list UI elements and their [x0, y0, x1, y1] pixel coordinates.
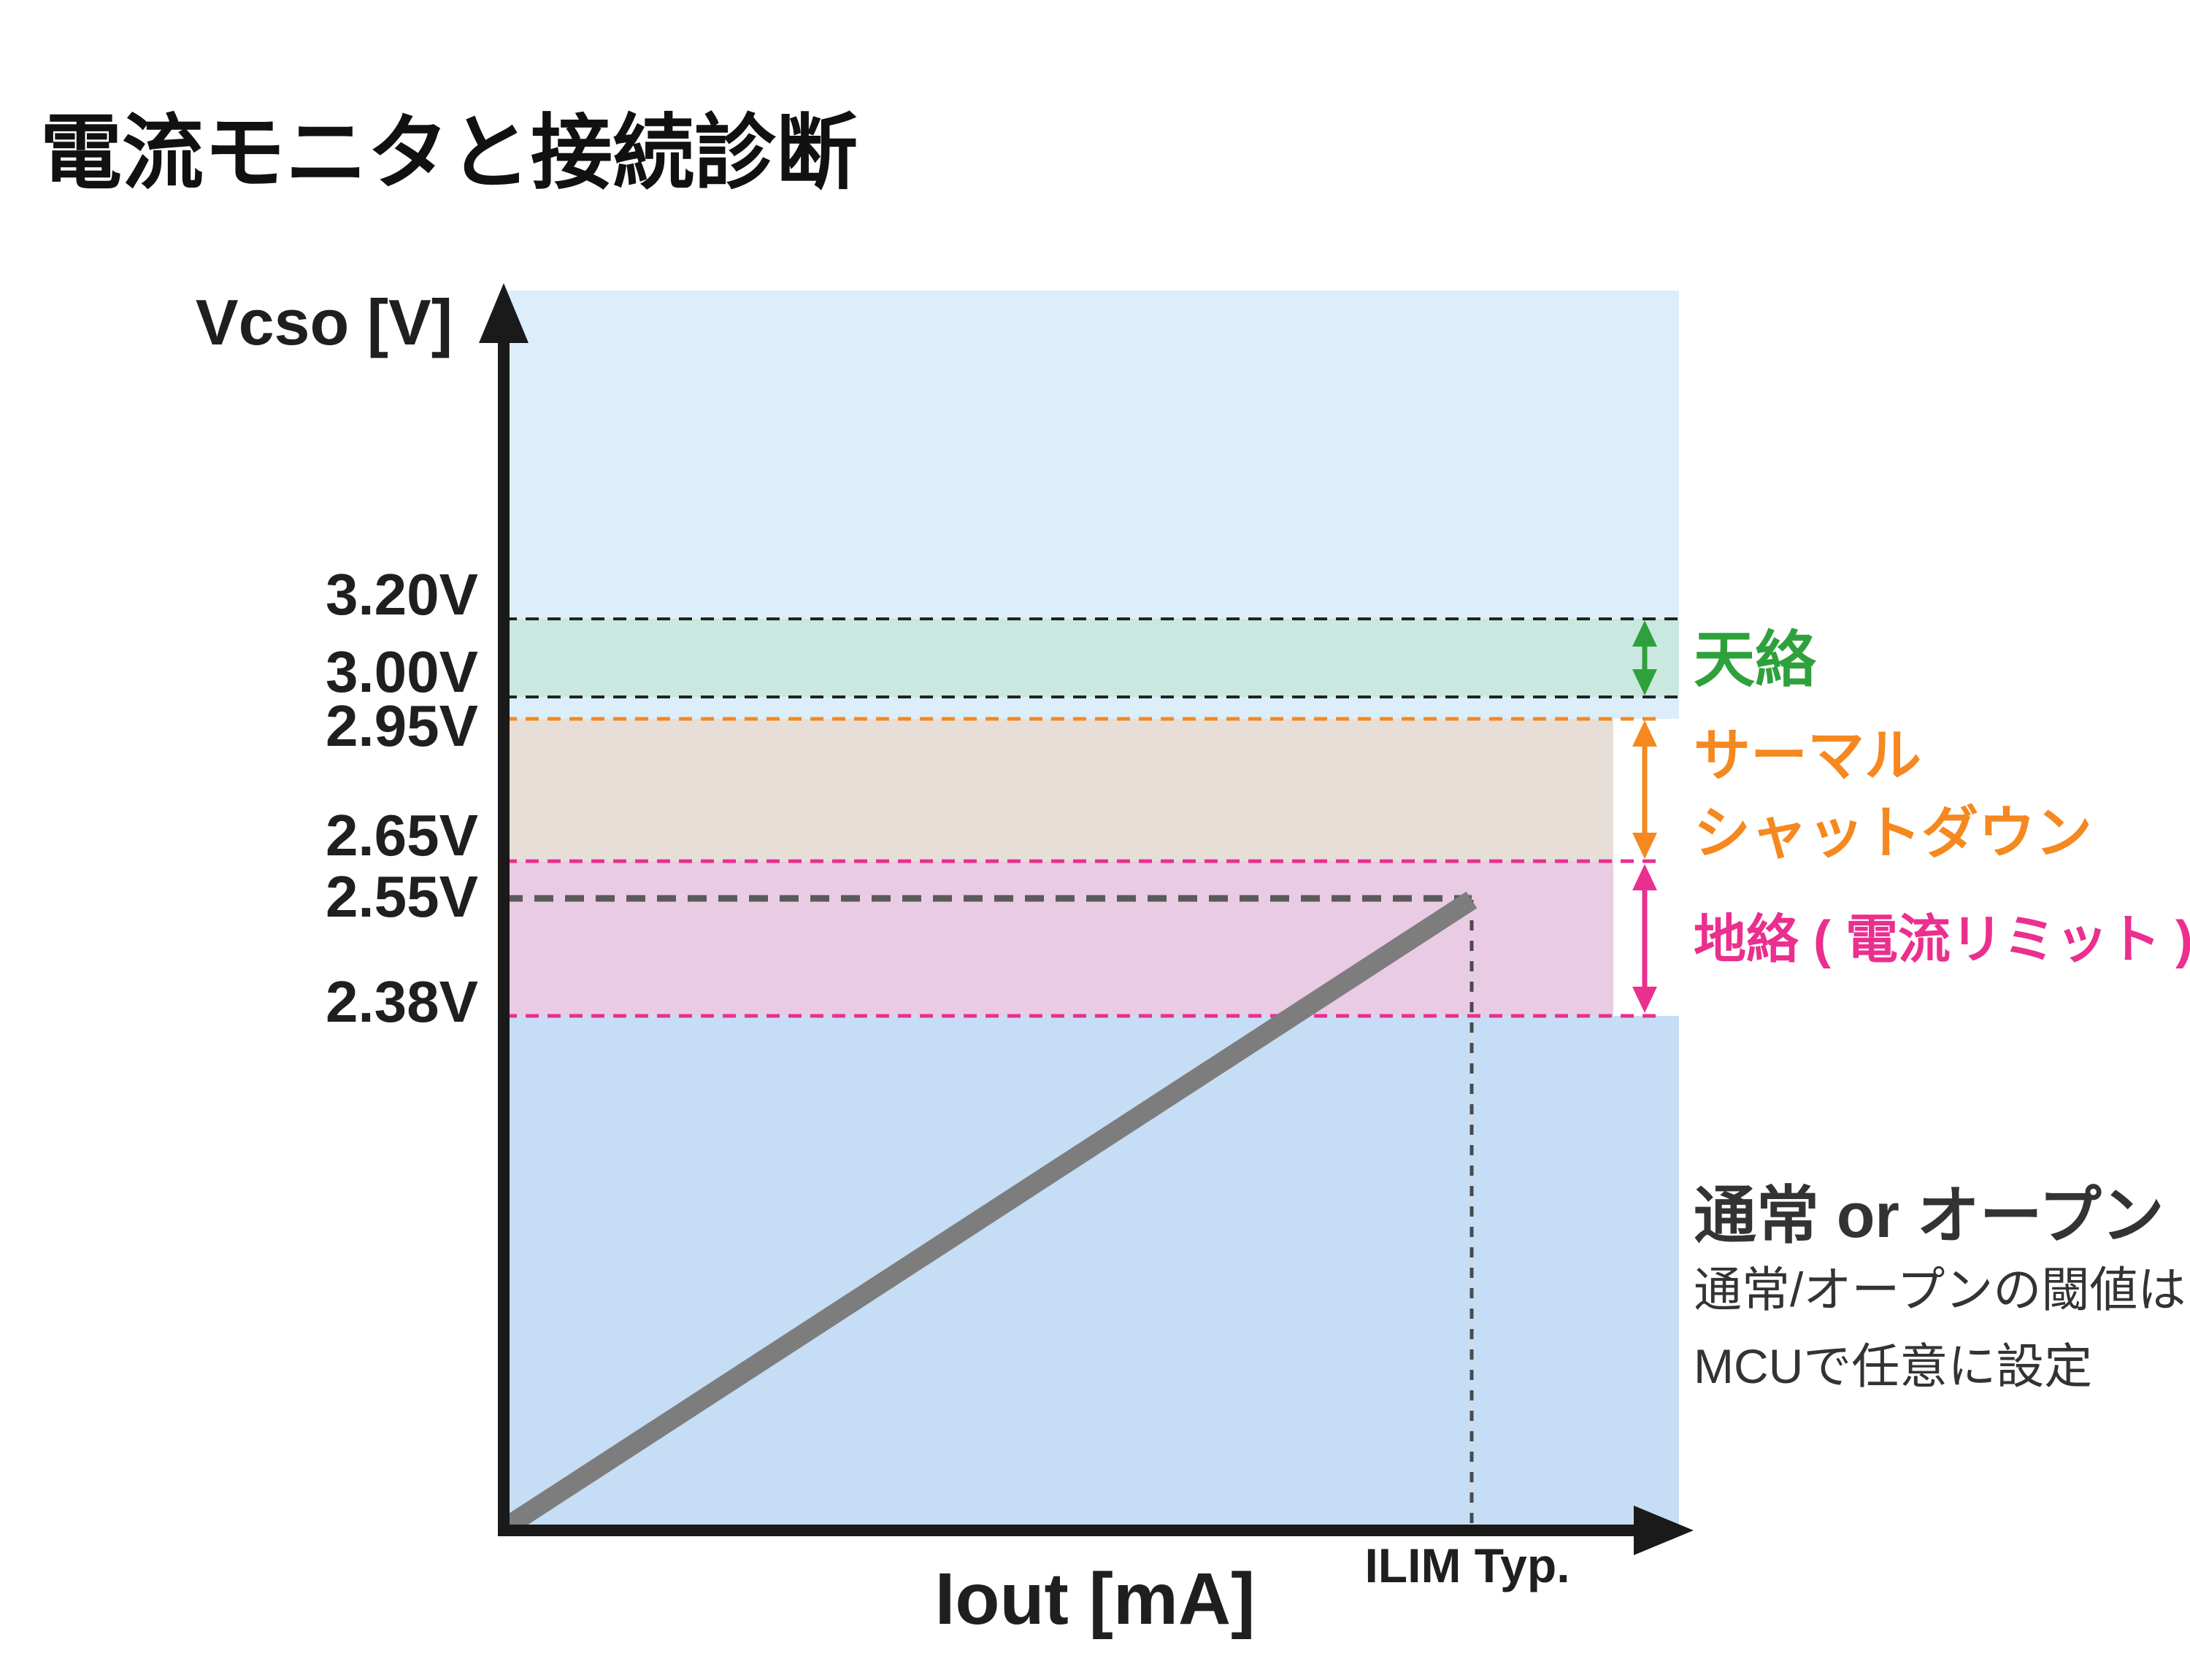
band-top-light-blue [504, 290, 1679, 619]
band-ceiling-fault [504, 619, 1679, 697]
label-thermal-line1: サーマル [1694, 723, 1921, 787]
label-ceiling-fault: 天絡 [1694, 625, 1817, 694]
y-tick-3-20v: 3.20V [326, 562, 478, 627]
label-ground-fault: 地絡 ( 電流リミット ) [1694, 911, 2190, 969]
label-normal-or-open: 通常 or オープン [1694, 1181, 2164, 1251]
y-axis-arrowhead-icon [479, 283, 529, 343]
y-tick-3-00v: 3.00V [326, 639, 478, 704]
page-title: 電流モニタと接続診断 [40, 107, 858, 199]
band-ground-fault [504, 861, 1613, 1016]
range-arrow-ground-fault-bottom-icon [1632, 987, 1657, 1013]
band-normal-region [504, 1016, 1679, 1530]
range-arrow-thermal-bottom-icon [1632, 833, 1657, 859]
band-sliver-light-blue [504, 697, 1679, 719]
range-arrow-ceiling-fault-bottom-icon [1632, 669, 1657, 695]
x-axis-label: Iout [mA] [935, 1558, 1256, 1640]
label-normal-sub1: 通常/オープンの閾値は [1694, 1263, 2186, 1317]
band-thermal-shutdown [504, 719, 1613, 861]
label-normal-sub2: MCUで任意に設定 [1694, 1339, 2092, 1393]
range-arrow-ground-fault-top-icon [1632, 864, 1657, 890]
y-axis-label: Vcso [V] [196, 286, 453, 358]
range-arrow-thermal-top-icon [1632, 720, 1657, 747]
y-tick-2-38v: 2.38V [326, 969, 478, 1034]
x-axis-arrowhead-icon [1634, 1506, 1694, 1555]
x-tick-ilim-typ: ILIM Typ. [1364, 1538, 1570, 1592]
y-tick-2-65v: 2.65V [326, 803, 478, 868]
label-thermal-line2: シャットダウン [1694, 801, 2092, 865]
y-tick-2-55v: 2.55V [326, 864, 478, 929]
vcso-signal-line [501, 891, 1478, 1535]
y-tick-2-95v: 2.95V [326, 693, 478, 758]
range-arrow-ceiling-fault-top-icon [1632, 620, 1657, 647]
